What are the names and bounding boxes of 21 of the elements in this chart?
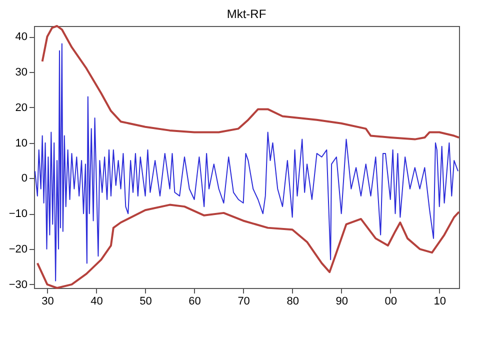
y-tick-label: −30 xyxy=(8,278,28,291)
y-tick-label: 0 xyxy=(21,172,28,185)
line-series xyxy=(41,25,460,140)
x-tick-label: 40 xyxy=(90,296,103,308)
x-tick-label: 80 xyxy=(286,296,299,308)
chart-title: Mkt-RF xyxy=(226,7,266,21)
x-tick-label: 10 xyxy=(434,296,446,308)
line-series xyxy=(34,43,459,282)
y-tick-label: 40 xyxy=(15,31,28,44)
line-series xyxy=(36,204,460,289)
x-tick-label: 90 xyxy=(336,296,348,308)
y-tick-label: 10 xyxy=(15,137,28,150)
x-tick-label: 70 xyxy=(238,296,250,308)
y-tick-label: 30 xyxy=(15,66,28,79)
x-tick-label: 60 xyxy=(188,296,201,308)
x-tick-label: 00 xyxy=(384,296,397,308)
x-tick-label: 30 xyxy=(42,296,54,308)
y-tick-label: 20 xyxy=(15,102,28,114)
y-tick-label: −20 xyxy=(8,244,28,256)
x-tick-label: 50 xyxy=(140,296,152,308)
y-tick-label: −10 xyxy=(8,208,28,220)
